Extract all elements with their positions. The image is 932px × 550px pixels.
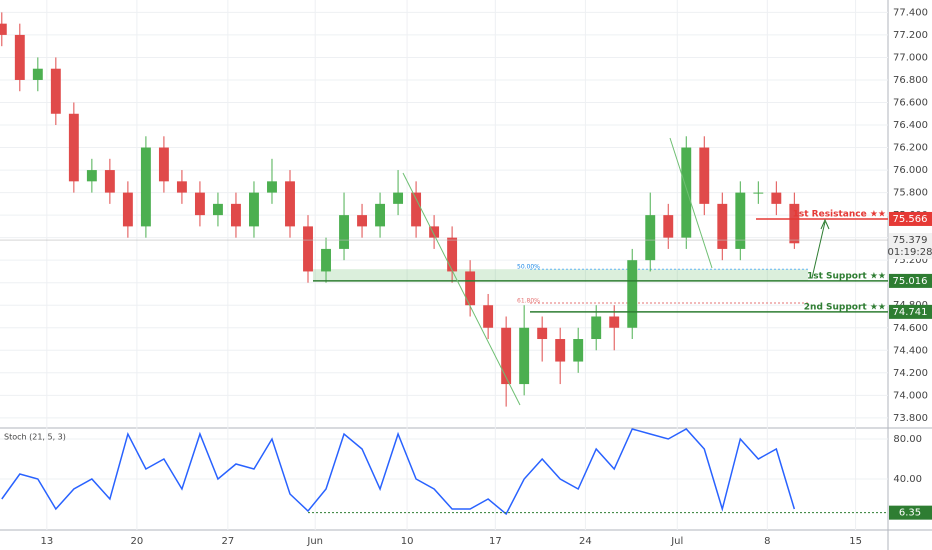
- y-tick-label: 76.000: [893, 165, 928, 176]
- candle-body: [735, 192, 746, 249]
- y-tick-label: 74.000: [893, 390, 928, 401]
- y-tick-label: 80.00: [893, 434, 922, 445]
- y-tick-label: 75.200: [893, 255, 928, 266]
- candle-body: [194, 192, 205, 216]
- y-tick-label: 76.600: [893, 97, 928, 108]
- arrow: [669, 137, 713, 269]
- price-box: [889, 273, 932, 288]
- candle-body: [609, 316, 620, 328]
- candle-body: [339, 215, 349, 249]
- candle-body: [104, 170, 115, 193]
- y-tick-label: 77.000: [893, 52, 928, 63]
- candle-body: [771, 192, 782, 204]
- arrow: [811, 221, 826, 279]
- candle-body: [249, 192, 259, 227]
- candle-body: [176, 181, 187, 193]
- x-tick-label: 10: [401, 536, 414, 547]
- candle-body: [68, 113, 79, 182]
- arrow: [402, 172, 521, 406]
- x-tick-label: 8: [764, 536, 770, 547]
- candle-body: [212, 203, 223, 216]
- y-tick-label: 74.600: [893, 323, 928, 334]
- candle-body: [789, 203, 800, 244]
- candle-body: [303, 226, 313, 272]
- x-tick-label: 27: [221, 536, 234, 547]
- candle-body: [357, 215, 367, 227]
- x-tick-label: 13: [40, 536, 53, 547]
- candle-body: [573, 339, 584, 362]
- y-tick-label: 76.800: [893, 75, 928, 86]
- candle-body: [501, 327, 512, 385]
- candle-body: [393, 192, 404, 204]
- candle-body: [140, 147, 151, 227]
- stoch-level-label: 6.35: [899, 508, 921, 519]
- candle-body: [267, 181, 277, 193]
- price-box: [889, 211, 932, 226]
- candle-body: [483, 305, 494, 328]
- level-label: 1st Resistance ★★: [793, 209, 886, 219]
- price-box-label: 75.016: [893, 276, 928, 287]
- stoch-title: Stoch (21, 5, 3): [4, 433, 66, 442]
- candle-body: [645, 215, 656, 261]
- candle-body: [663, 215, 674, 238]
- x-tick-label: 17: [489, 536, 502, 547]
- y-tick-label: 77.400: [893, 7, 928, 18]
- candle-body: [465, 271, 476, 306]
- candle-body: [699, 147, 710, 204]
- y-tick-label: 76.400: [893, 120, 928, 131]
- x-tick-label: 15: [849, 536, 862, 547]
- y-tick-label: 73.800: [893, 413, 928, 424]
- price-box-label: 75.566: [893, 214, 928, 225]
- fib-label: 61.80%: [517, 297, 540, 304]
- candle-body: [231, 203, 241, 227]
- candle-body: [285, 181, 295, 227]
- price-box-label: 74.741: [893, 307, 928, 318]
- current-price: 75.379: [893, 235, 928, 246]
- support-zone: [313, 269, 808, 281]
- candle-body: [321, 248, 331, 272]
- stoch-line: [1, 428, 796, 516]
- candle-body: [86, 170, 97, 182]
- y-tick-label: 40.00: [893, 474, 922, 485]
- candle-body: [429, 226, 440, 238]
- candle-body: [591, 316, 602, 340]
- y-tick-label: 77.200: [893, 30, 928, 41]
- candle-body: [627, 260, 638, 328]
- candle-body: [122, 192, 133, 227]
- candle-body: [519, 327, 530, 385]
- y-tick-label: 74.400: [893, 345, 928, 356]
- candle-body: [375, 203, 386, 227]
- candle-body: [0, 23, 7, 35]
- level-label: 1st Support ★★: [807, 271, 886, 281]
- y-tick-label: 74.200: [893, 368, 928, 379]
- current-price-box: [889, 233, 932, 260]
- x-tick-label: 20: [131, 536, 144, 547]
- stoch-level-box: [889, 505, 932, 520]
- candle-body: [158, 147, 169, 182]
- x-tick-label: Jul: [670, 536, 683, 547]
- level-label: 2nd Support ★★: [804, 302, 886, 312]
- arrow: [820, 218, 830, 230]
- countdown: 01:19:28: [888, 247, 932, 258]
- candle-body: [537, 327, 548, 340]
- price-box: [889, 304, 932, 319]
- candle-body: [717, 203, 728, 249]
- x-tick-label: 24: [579, 536, 592, 547]
- candle-body: [14, 34, 25, 80]
- x-tick-label: Jun: [306, 536, 323, 547]
- y-tick-label: 75.800: [893, 188, 928, 199]
- candle-body: [411, 192, 422, 227]
- candle-body: [555, 339, 566, 362]
- candle-body: [681, 147, 692, 238]
- candle-body: [447, 237, 458, 272]
- candle-body: [50, 68, 61, 114]
- y-tick-label: 76.200: [893, 143, 928, 154]
- fib-label: 50.00%: [517, 264, 540, 271]
- candle-body: [32, 68, 43, 80]
- candle-body: [753, 192, 764, 194]
